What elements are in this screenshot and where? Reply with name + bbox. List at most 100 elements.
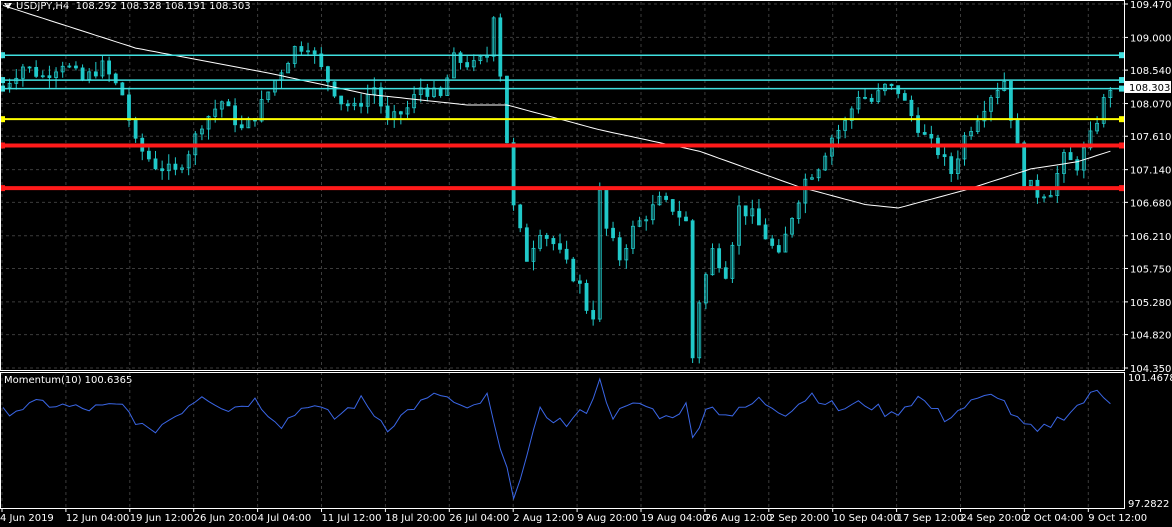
candle-body bbox=[345, 103, 350, 107]
candle-body bbox=[326, 66, 330, 83]
x-tick-label: 11 Jul 12:00 bbox=[322, 513, 382, 524]
x-tick-label: 2 Oct 04:00 bbox=[1024, 513, 1083, 524]
candle-body bbox=[889, 83, 894, 87]
candle-body bbox=[1009, 80, 1013, 121]
candle-body bbox=[816, 169, 821, 179]
y-tick-label: 107.610 bbox=[1130, 132, 1171, 143]
candle-body bbox=[697, 302, 702, 359]
y-tick-label: 104.820 bbox=[1130, 331, 1171, 342]
candle-body bbox=[491, 17, 496, 57]
candle-body bbox=[1088, 130, 1093, 149]
candle-body bbox=[412, 94, 417, 109]
candle-body bbox=[505, 75, 509, 144]
red-level-marker-left bbox=[0, 185, 5, 192]
cyan-level-marker-left bbox=[0, 52, 5, 59]
candle-body bbox=[359, 102, 363, 107]
x-tick-label: 26 Aug 12:00 bbox=[705, 513, 772, 524]
current-price-tag bbox=[1125, 80, 1171, 93]
candle-body bbox=[498, 17, 503, 77]
candle-body bbox=[60, 65, 65, 73]
candle-body bbox=[206, 115, 211, 130]
x-tick-label: 4 Jun 2019 bbox=[0, 513, 54, 524]
candle-body bbox=[339, 95, 344, 105]
candle-body bbox=[266, 91, 271, 100]
grid bbox=[0, 2, 1124, 508]
x-tick-label: 2 Aug 12:00 bbox=[513, 513, 574, 524]
candle-body bbox=[100, 60, 105, 77]
candle-body bbox=[485, 55, 489, 58]
candle-body bbox=[1095, 122, 1100, 132]
candle-body bbox=[690, 220, 695, 359]
candle-body bbox=[836, 129, 841, 139]
candle-body bbox=[863, 97, 867, 99]
symbol-label: USDJPY,H4 bbox=[16, 1, 70, 12]
candle-body bbox=[1075, 159, 1080, 171]
cyan-level-marker-left bbox=[0, 85, 5, 92]
candle-body bbox=[896, 85, 901, 94]
candle-body bbox=[684, 216, 688, 222]
y-tick-label: 109.470 bbox=[1130, 0, 1171, 11]
cyan-level-marker-right bbox=[1119, 85, 1124, 92]
candle-body bbox=[710, 248, 715, 276]
candle-body bbox=[1101, 97, 1106, 124]
candle-body bbox=[664, 195, 668, 200]
y-tick-label: 106.210 bbox=[1130, 232, 1171, 243]
candle-body bbox=[80, 67, 85, 80]
price-panel bbox=[0, 4, 1124, 364]
candle-body bbox=[286, 62, 291, 74]
candle-body bbox=[200, 128, 204, 135]
candle-body bbox=[796, 202, 801, 219]
candle-body bbox=[750, 208, 755, 217]
y-tick-label: 105.280 bbox=[1130, 298, 1171, 309]
y-tick-label: 108.540 bbox=[1130, 66, 1171, 77]
candle-body bbox=[916, 115, 920, 133]
candle-body bbox=[107, 60, 111, 75]
candle-body bbox=[737, 205, 741, 246]
candle-body bbox=[929, 133, 934, 139]
candle-body bbox=[730, 244, 735, 279]
candle-body bbox=[544, 234, 549, 239]
candle-body bbox=[352, 102, 357, 107]
candle-body bbox=[670, 199, 675, 212]
candle-body bbox=[233, 105, 237, 126]
candle-body bbox=[1108, 89, 1113, 98]
cyan-level-marker-left bbox=[0, 77, 5, 84]
candle-body bbox=[160, 168, 165, 172]
y-tick-label: 104.350 bbox=[1130, 364, 1171, 375]
candle-body bbox=[319, 53, 324, 68]
y-tick-label: 105.750 bbox=[1130, 264, 1171, 275]
candle-body bbox=[67, 65, 72, 68]
candle-body bbox=[677, 210, 682, 218]
candle-body bbox=[982, 110, 987, 122]
candle-body bbox=[770, 238, 775, 246]
candle-body bbox=[584, 282, 589, 311]
candle-body bbox=[783, 233, 788, 253]
candle-body bbox=[591, 310, 596, 320]
candle-body bbox=[909, 99, 914, 117]
price-panel-frame bbox=[0, 0, 1125, 371]
candle-body bbox=[1068, 152, 1073, 161]
candle-body bbox=[20, 66, 25, 79]
x-tick-label: 2 Sep 20:00 bbox=[769, 513, 829, 524]
candle-body bbox=[538, 234, 543, 249]
candle-body bbox=[213, 108, 218, 117]
x-tick-label: 9 Oct 12:00 bbox=[1088, 513, 1147, 524]
candle-body bbox=[226, 101, 231, 107]
collapse-triangle-icon[interactable] bbox=[4, 3, 12, 9]
candle-body bbox=[146, 150, 151, 160]
candle-body bbox=[385, 105, 390, 120]
candle-body bbox=[1022, 142, 1027, 187]
candle-body bbox=[518, 204, 523, 229]
candle-body bbox=[876, 90, 881, 102]
momentum-y-tick-label: 101.4678 bbox=[1128, 373, 1172, 384]
red-level-marker-right bbox=[1119, 185, 1124, 192]
candle-body bbox=[180, 167, 184, 170]
candle-body bbox=[173, 163, 178, 170]
x-tick-label: 12 Jun 04:00 bbox=[66, 513, 130, 524]
candle-body bbox=[34, 66, 39, 77]
candle-body bbox=[531, 247, 536, 262]
candle-body bbox=[955, 158, 960, 174]
yellow-level-marker-right bbox=[1119, 116, 1124, 123]
